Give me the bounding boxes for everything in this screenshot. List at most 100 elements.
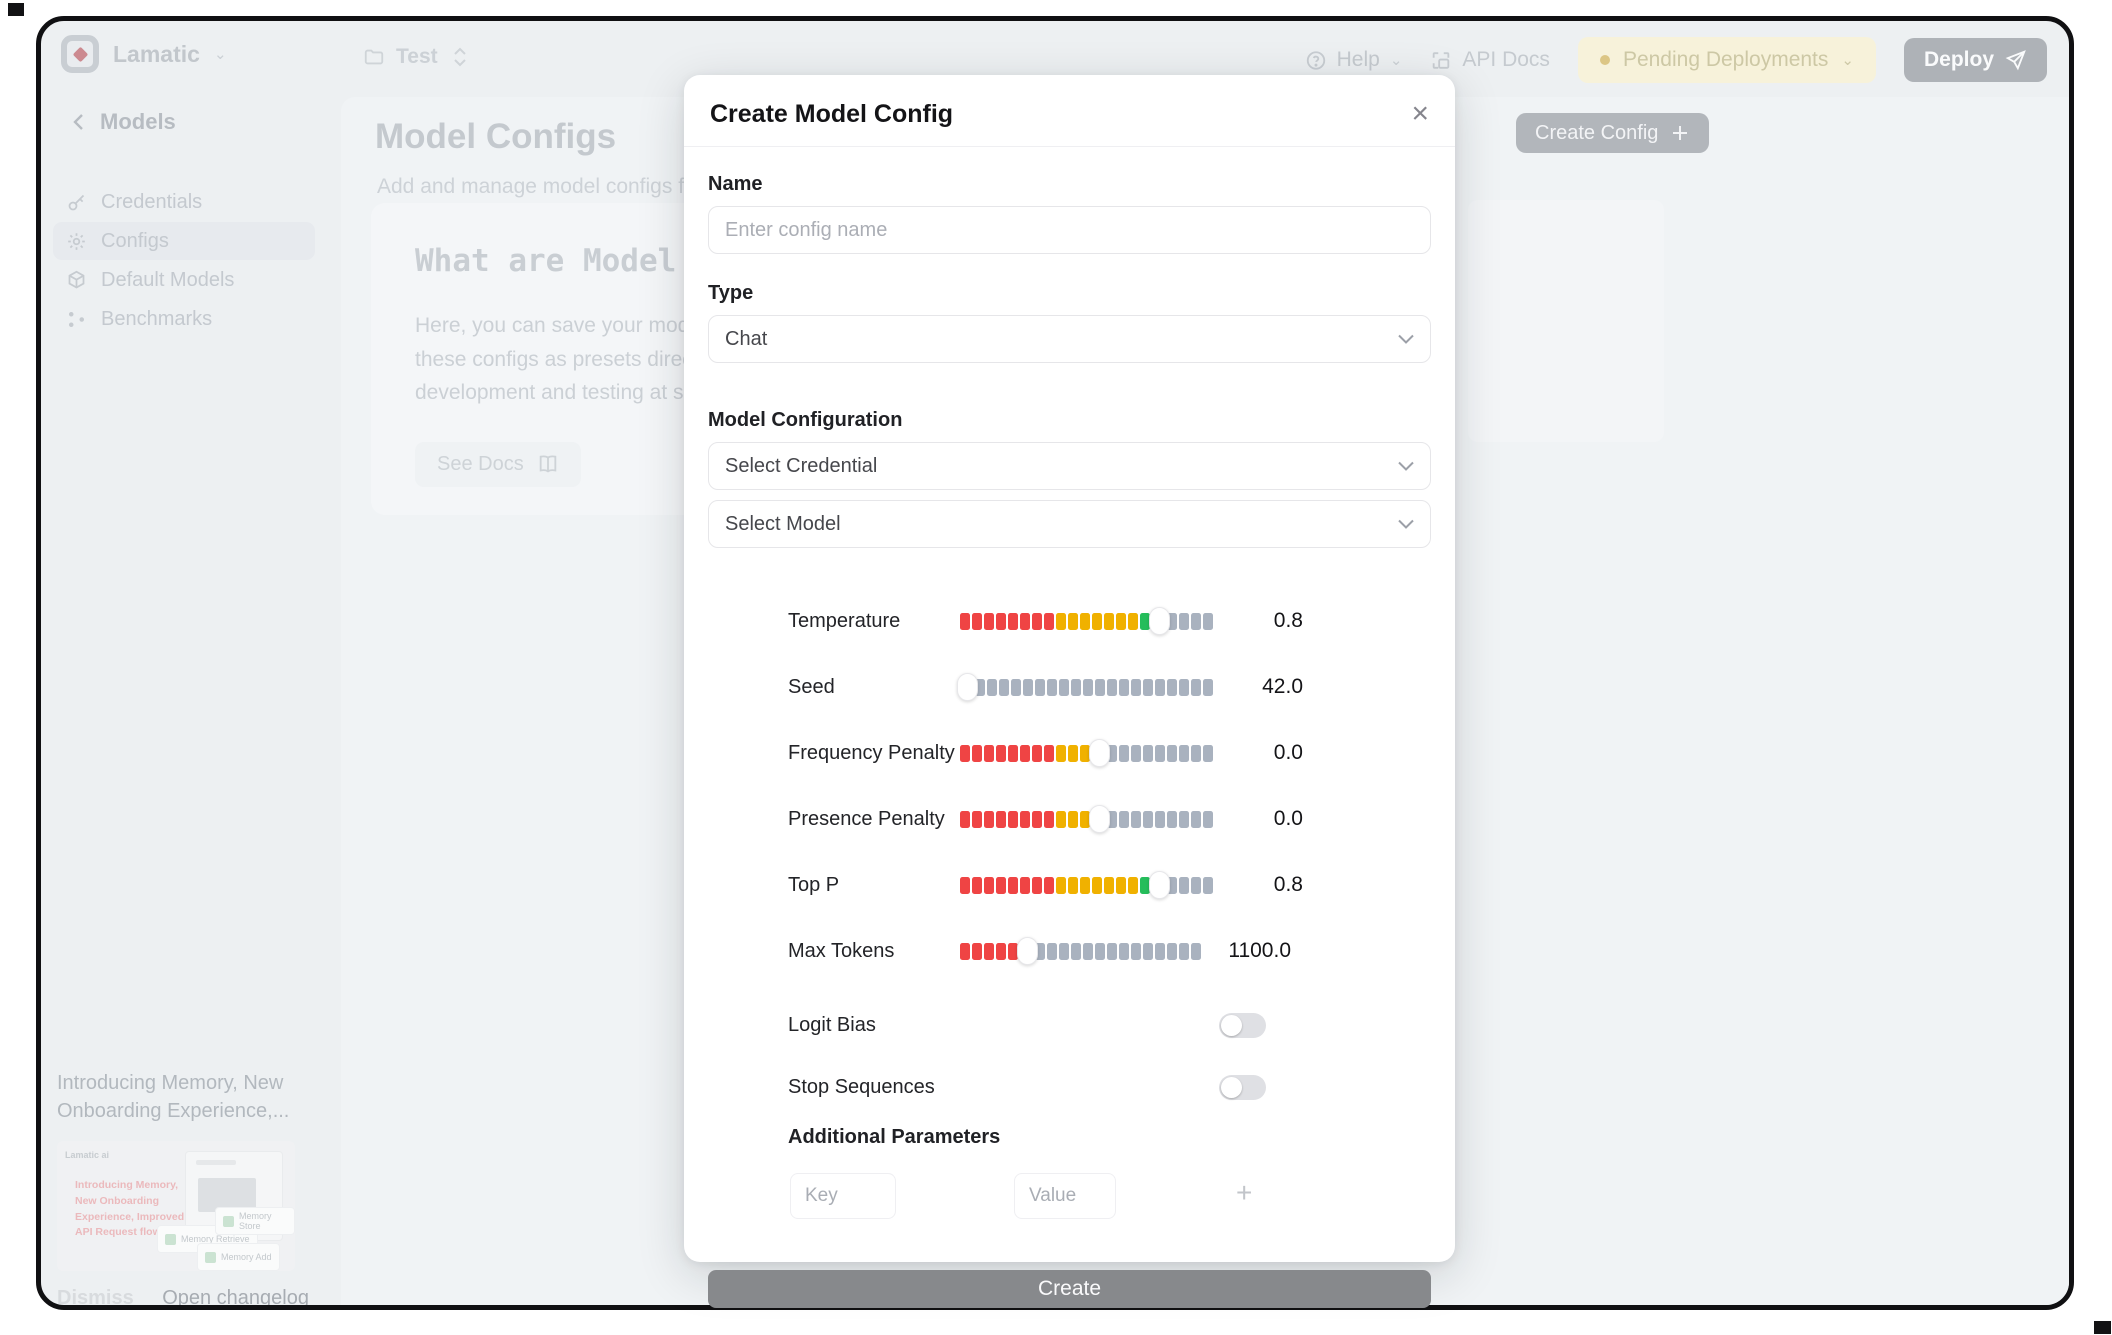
slider-segment-red [972,744,982,762]
param-key-input[interactable] [790,1173,896,1219]
sidebar-nav: Credentials Configs Default Models Benchmar… [53,183,315,339]
slider-segment-red [996,744,1006,762]
slider-value: 0.0 [1273,741,1303,764]
chevron-down-icon: ⌄ [213,46,227,63]
sidebar-item-default-models[interactable]: Default Models [53,261,315,299]
slider-segment-amber [1080,612,1090,630]
slider-segment-red [960,876,970,894]
type-value: Chat [725,327,768,350]
chevron-down-icon: ⌄ [1389,52,1403,69]
project-name: Test [396,45,438,68]
toggle-switch-off[interactable] [1219,1074,1266,1100]
slider-segment-empty [1131,678,1141,696]
dismiss-button[interactable]: Dismiss [57,1287,134,1309]
slider-segment-empty [1179,942,1189,960]
slider-track[interactable] [960,805,1215,833]
pending-deployments-dropdown[interactable]: Pending Deployments ⌄ [1577,37,1876,83]
add-parameter-button[interactable]: + [1236,1177,1253,1208]
thumb-brand: Lamatic ai [65,1150,110,1160]
slider-segment-amber [1128,612,1138,630]
book-icon [539,455,556,473]
create-button[interactable]: Create [708,1270,1431,1308]
slider-segment-empty [1179,612,1189,630]
slider-thumb[interactable] [957,673,978,701]
slider-segment-red [972,876,982,894]
slider-thumb[interactable] [1149,607,1170,635]
slider-thumb[interactable] [1089,805,1110,833]
slider-thumb[interactable] [1089,739,1110,767]
workspace-switcher[interactable]: Lamatic ⌄ [61,35,227,73]
slider-segment-amber [1104,876,1114,894]
empty-state-illustration [1468,200,1664,442]
see-docs-button[interactable]: See Docs [415,441,581,487]
model-select[interactable]: Select Model [708,500,1431,548]
slider-segment-red [1008,942,1018,960]
help-label: Help [1336,48,1380,71]
sidebar-item-credentials[interactable]: Credentials [53,183,315,221]
lamatic-logo-icon [61,35,99,73]
type-select[interactable]: Chat [708,315,1431,363]
slider-segment-empty [1095,942,1105,960]
card-text: Here, you can save your model conf these … [415,314,752,405]
changelog-thumbnail[interactable]: Lamatic ai Introducing Memory, New Onboar… [57,1141,295,1271]
slider-segment-amber [1116,612,1126,630]
create-config-button[interactable]: Create Config [1516,113,1710,153]
thumb-card: Memory Add [197,1243,280,1271]
sidebar-item-benchmarks[interactable]: Benchmarks [53,300,315,338]
slider-segment-empty [1203,612,1213,630]
back-to-models[interactable]: Models [71,109,176,135]
sidebar-item-label: Credentials [101,190,203,213]
close-icon[interactable]: × [1411,97,1429,130]
slider-segment-red [960,744,970,762]
slider-segment-red [1032,810,1042,828]
slider-segment-red [996,876,1006,894]
config-name-input[interactable] [708,206,1431,254]
slider-segment-red [1032,612,1042,630]
open-changelog-button[interactable]: Open changelog [162,1287,309,1309]
slider-segment-empty [1155,678,1165,696]
slider-segment-empty [1119,810,1129,828]
slider-segment-amber [1068,612,1078,630]
slider-track[interactable] [960,871,1215,899]
parameter-sliders: Temperature 0.8 Seed 42.0 Frequency Penalty 0… [788,588,1303,984]
slider-row-top-p: Top P 0.8 [788,852,1303,918]
slider-segment-amber [1056,744,1066,762]
toggle-switch-off[interactable] [1219,1012,1266,1038]
slider-row-temperature: Temperature 0.8 [788,588,1303,654]
toggle-row-stop-sequences: Stop Sequences [788,1064,1274,1110]
slider-track[interactable] [957,673,1215,701]
slider-label: Frequency Penalty [788,741,955,764]
project-switcher[interactable]: Test [363,45,471,69]
slider-segment-empty [1047,678,1057,696]
help-menu[interactable]: Help ⌄ [1305,48,1403,72]
credential-value: Select Credential [725,454,878,477]
slider-segment-empty [1035,678,1045,696]
slider-segment-red [1020,810,1030,828]
sidebar-item-configs[interactable]: Configs [53,222,315,260]
slider-segment-empty [1059,942,1069,960]
api-docs-link[interactable]: API Docs [1430,48,1550,72]
back-label: Models [100,109,176,134]
slider-segment-empty [1191,942,1201,960]
slider-segment-empty [1167,744,1177,762]
slider-label: Top P [788,873,840,896]
slider-segment-empty [1131,744,1141,762]
slider-segment-empty [1083,678,1093,696]
slider-segment-empty [1167,876,1177,894]
slider-segment-empty [1011,678,1021,696]
page-title: Model Configs [375,117,617,156]
slider-thumb[interactable] [1149,871,1170,899]
memory-node-icon [165,1233,176,1245]
slider-track[interactable] [960,607,1215,635]
model-value: Select Model [725,512,841,535]
slider-segment-empty [1143,810,1153,828]
slider-segment-empty [1191,612,1201,630]
deploy-button[interactable]: Deploy [1903,38,2047,82]
slider-thumb[interactable] [1017,937,1038,965]
slider-segment-empty [1083,942,1093,960]
slider-track[interactable] [960,937,1203,965]
slider-segment-empty [1155,744,1165,762]
param-value-input[interactable] [1014,1173,1116,1219]
credential-select[interactable]: Select Credential [708,442,1431,490]
slider-track[interactable] [960,739,1215,767]
